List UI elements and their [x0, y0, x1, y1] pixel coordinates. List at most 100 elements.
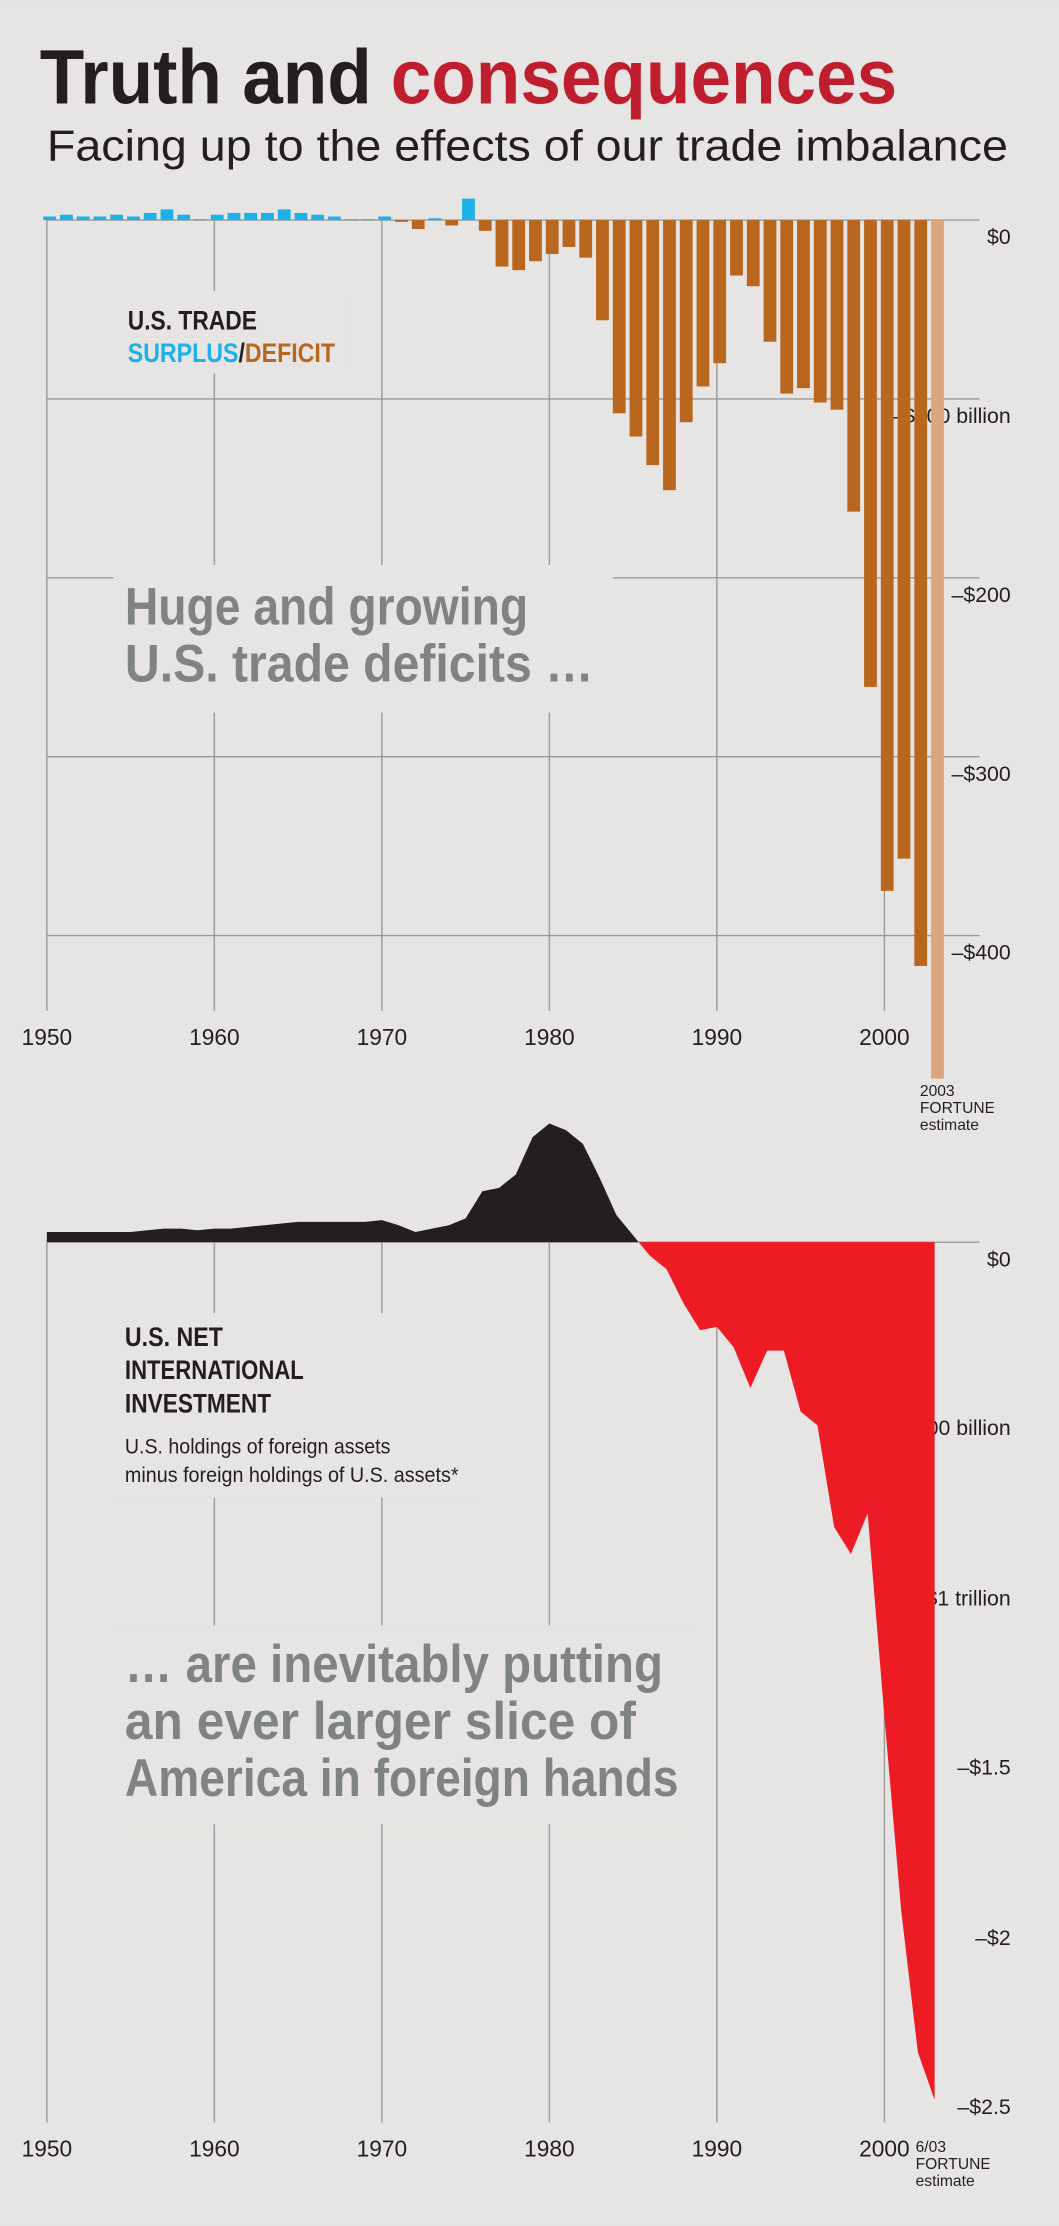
bar [311, 214, 325, 221]
bar [847, 220, 861, 512]
legend: SURPLUS/DEFICIT [128, 338, 336, 368]
annotation: Huge and growing [125, 578, 528, 637]
estimate-note-box: 6/03 FORTUNE estimate [915, 2139, 990, 2191]
x-tick-label: 1970 [357, 2136, 408, 2162]
bar [914, 220, 928, 966]
bar [797, 220, 810, 389]
subtitle: Facing up to the effects of our trade im… [47, 121, 1008, 170]
legend-subtitle: minus foreign holdings of U.S. assets* [125, 1463, 459, 1487]
bar [110, 214, 124, 221]
bar [579, 220, 593, 258]
y-tick-label-box: $0 [987, 1248, 1011, 1272]
bar [696, 220, 710, 387]
bar [512, 220, 526, 271]
bar [43, 216, 57, 221]
text-backdrop [113, 565, 614, 713]
annotation: … are inevitably putting [125, 1635, 663, 1694]
text-backdrop [113, 1313, 486, 1498]
bar [746, 220, 760, 287]
bar [194, 219, 207, 221]
y-tick-label: $0 [987, 225, 1011, 250]
x-tick-label: 1950 [22, 2136, 73, 2162]
bar [763, 220, 777, 342]
estimate-note-box: 2003 FORTUNE estimate [919, 1083, 994, 1135]
bar [813, 220, 827, 403]
legend-title: INVESTMENT [125, 1389, 272, 1419]
annotation: U.S. trade deficits … [125, 634, 593, 693]
y-tick-label: –$100 billion [891, 404, 1011, 429]
bar [612, 220, 626, 414]
bar [545, 220, 559, 255]
x-tick-label: 1980 [524, 2136, 575, 2162]
y-tick-label-box: –$2 [975, 1926, 1011, 1950]
bar [76, 216, 90, 221]
y-tick-label: –$200 [951, 583, 1011, 608]
x-tick-label: 1990 [692, 2136, 743, 2162]
x-tick-label: 1990 [692, 1024, 743, 1050]
estimate-note: 2003 FORTUNE estimate [919, 1083, 994, 1135]
legend-subtitle: U.S. holdings of foreign assets [125, 1435, 390, 1459]
bar [395, 220, 408, 222]
bar [629, 220, 643, 437]
bar [830, 220, 844, 410]
bar [160, 209, 174, 221]
x-tick-label: 1960 [189, 1024, 240, 1050]
x-tick-label: 1980 [524, 1024, 575, 1050]
bar [143, 212, 157, 221]
bar [361, 219, 375, 221]
bar [663, 220, 676, 491]
bar [730, 220, 743, 276]
estimate-note: 6/03 FORTUNE estimate [915, 2139, 990, 2191]
y-tick-label: –$400 [951, 941, 1011, 966]
bar [227, 212, 241, 221]
y-tick-label-box: –$1.5 [957, 1756, 1011, 1781]
bar [445, 220, 459, 226]
y-tick-label-box: –$200 [951, 583, 1011, 608]
legend-title: INTERNATIONAL [125, 1355, 304, 1385]
bar [864, 220, 877, 687]
y-tick-label: –$2.5 [957, 2095, 1011, 2120]
text-backdrop [120, 291, 348, 374]
legend-item: DEFICIT [245, 338, 336, 368]
y-tick-label-box: $0 [987, 225, 1011, 250]
annotation: an ever larger slice of [125, 1692, 637, 1751]
bar [177, 214, 191, 221]
bar [880, 220, 894, 891]
bar [244, 212, 258, 221]
bar [462, 198, 475, 221]
y-tick-label: –$300 [951, 762, 1011, 787]
x-tick-label: 1950 [22, 1024, 73, 1050]
y-tick-label-box: –$300 [951, 762, 1011, 787]
legend-separator: / [238, 338, 245, 368]
bar [562, 220, 576, 247]
bar [529, 220, 542, 262]
title-part: Truth and [40, 36, 372, 121]
bar [277, 209, 291, 221]
bar [210, 214, 224, 221]
bar [261, 212, 274, 221]
annotation: America in foreign hands [125, 1749, 679, 1808]
y-tick-label-box: –$400 [951, 941, 1011, 966]
bar [931, 220, 944, 1079]
bar [378, 216, 392, 221]
title-part: consequences [391, 36, 897, 121]
title: Truth andconsequences [40, 36, 897, 121]
bar [596, 220, 609, 321]
x-tick-label: 1960 [189, 2136, 240, 2162]
bar [646, 220, 660, 466]
x-tick-label: 2000 [859, 1024, 910, 1050]
bar [344, 219, 358, 221]
bar [411, 220, 425, 230]
y-tick-label: –$1.5 [957, 1756, 1011, 1781]
bar [495, 220, 509, 267]
bar [127, 216, 140, 221]
bar [780, 220, 794, 394]
x-tick-label: 2000 [859, 2136, 910, 2162]
bar [328, 216, 341, 221]
y-tick-label-box: –$100 billion [891, 404, 1011, 429]
bar [294, 212, 308, 221]
bar [679, 220, 693, 423]
bar [60, 214, 73, 221]
